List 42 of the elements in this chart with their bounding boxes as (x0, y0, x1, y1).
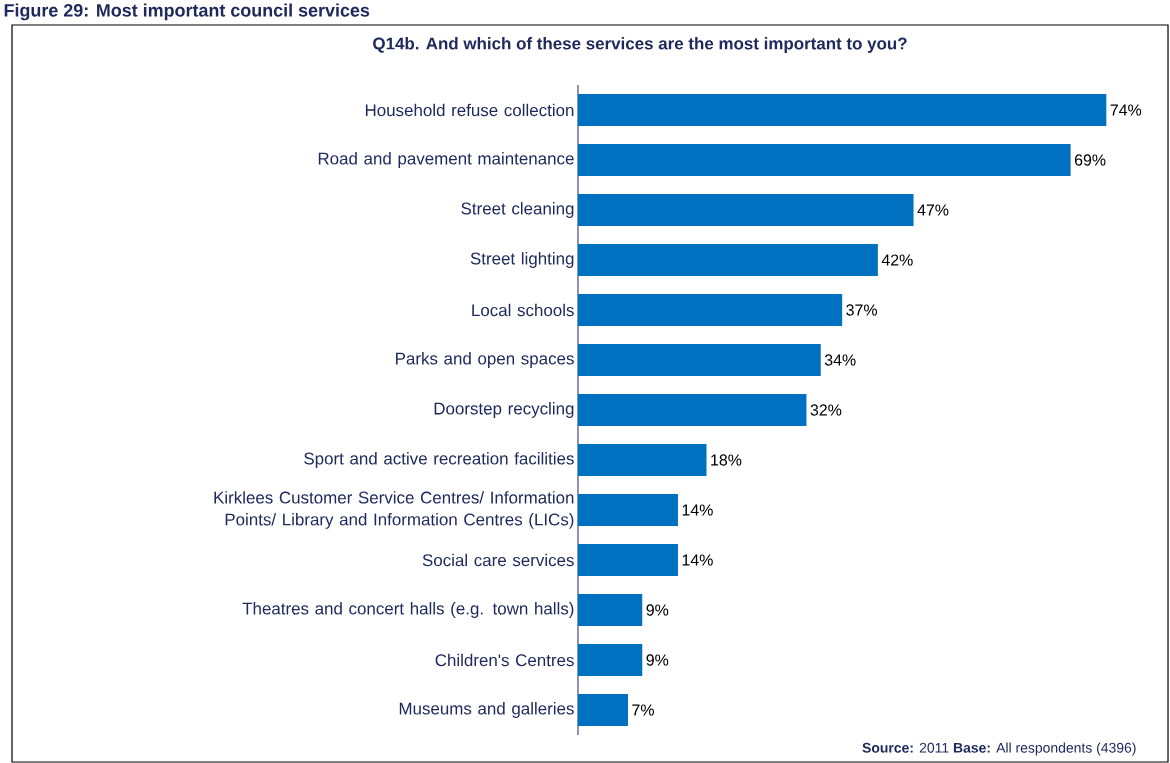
data-label: 14% (682, 554, 713, 566)
y-tick-label: Museums and galleries (399, 702, 574, 718)
data-label: 37% (846, 304, 878, 316)
data-label: 14% (682, 504, 713, 516)
y-tick-label: Social care services (422, 553, 574, 567)
data-label: 34% (824, 354, 856, 366)
bar (578, 144, 1071, 176)
bar (578, 394, 807, 426)
y-tick-label: Household refuse collection (365, 103, 574, 117)
bar (578, 94, 1107, 126)
data-label: 9% (646, 654, 669, 666)
bar (578, 344, 821, 376)
y-tick-label: Street lighting (470, 252, 574, 268)
data-label: 9% (646, 604, 669, 616)
data-label: 69% (1074, 154, 1106, 166)
bar (578, 244, 878, 276)
bar (578, 194, 914, 226)
bar (578, 444, 707, 477)
y-tick-label: Kirklees Customer Service Centres/ Information Points/ Library and Information Centres (LICs) (214, 491, 574, 529)
bar (578, 694, 628, 727)
y-tick-label: Local schools (472, 303, 574, 317)
bar (578, 644, 643, 677)
data-label: 32% (810, 404, 842, 416)
bar (578, 494, 678, 527)
text: Figure 29: Most important council services (4, 3, 370, 21)
y-tick-label: Street cleaning (461, 202, 574, 218)
data-label: 18% (711, 454, 742, 466)
chart-subtitle: Q14b. And which of these services are the most important to you? (373, 37, 907, 53)
bar (578, 544, 678, 577)
y-tick-label: Parks and open spaces (396, 352, 574, 368)
y-tick-label: Children's Centres (435, 653, 574, 667)
y-tick-label: Sport and active recreation facilities (304, 452, 574, 468)
y-tick-label: Theatres and concert halls (e.g. town halls) (242, 602, 574, 618)
data-label: 42% (881, 254, 913, 266)
bar (578, 594, 643, 627)
data-label: 47% (917, 204, 949, 216)
data-label: 7% (632, 704, 654, 716)
text: Source: 2011 Base: All respondents (4396) (862, 742, 1136, 756)
y-tick-label: Doorstep recycling (434, 402, 574, 418)
bar (578, 294, 843, 326)
data-label: 74% (1110, 104, 1142, 116)
y-tick-label: Road and pavement maintenance (318, 152, 574, 168)
